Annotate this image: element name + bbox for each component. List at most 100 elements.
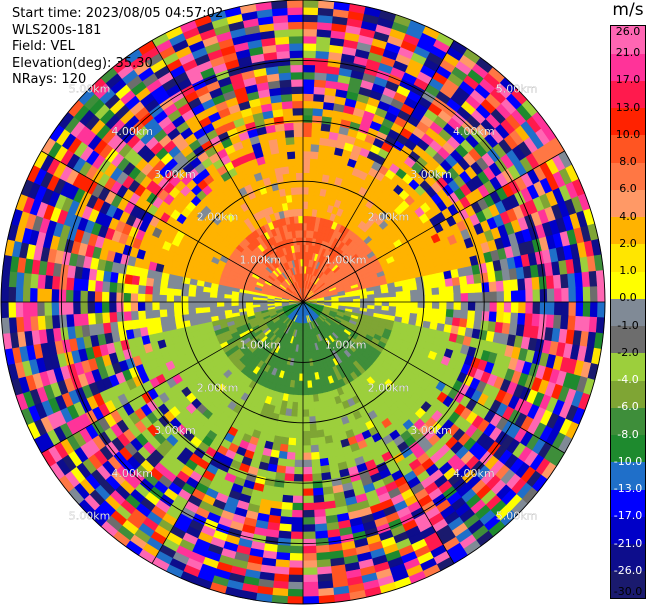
- velocity-gate: [502, 279, 512, 292]
- velocity-gate: [279, 79, 293, 88]
- velocity-gate: [597, 301, 606, 319]
- velocity-gate: [474, 310, 483, 322]
- velocity-gate: [216, 305, 225, 312]
- velocity-gate: [308, 186, 316, 196]
- velocity-gate: [302, 136, 313, 145]
- velocity-gate: [503, 290, 512, 303]
- velocity-gate: [302, 380, 308, 389]
- velocity-gate: [152, 278, 162, 288]
- velocity-gate: [302, 581, 319, 590]
- velocity-gate: [166, 287, 175, 296]
- velocity-gate: [302, 215, 308, 224]
- velocity-gate: [65, 289, 74, 303]
- velocity-gate: [553, 301, 563, 316]
- velocity-gate: [43, 288, 53, 303]
- velocity-gate: [531, 313, 541, 328]
- velocity-gate: [280, 501, 293, 511]
- velocity-gate: [286, 451, 296, 461]
- velocity-gate: [560, 315, 570, 331]
- velocity-gate: [291, 509, 304, 519]
- velocity-gate: [311, 473, 323, 482]
- velocity-gate: [130, 283, 139, 294]
- velocity-gate: [274, 559, 290, 569]
- velocity-gate: [308, 408, 316, 418]
- velocity-gate: [313, 501, 326, 511]
- velocity-gate: [22, 301, 31, 318]
- velocity-gate: [525, 301, 534, 315]
- velocity-gate: [302, 150, 312, 159]
- velocity-gate: [510, 312, 519, 325]
- velocity-gate: [22, 315, 32, 332]
- velocity-gate: [294, 222, 300, 231]
- velocity-gate: [495, 280, 505, 293]
- velocity-gate: [431, 308, 440, 317]
- velocity-gate: [137, 301, 146, 312]
- velocity-gate: [290, 408, 298, 418]
- velocity-gate: [532, 289, 541, 303]
- velocity-gate: [545, 275, 555, 290]
- velocity-gate: [496, 291, 505, 303]
- velocity-gate: [510, 301, 520, 314]
- velocity-gate: [289, 545, 304, 555]
- velocity-gate: [87, 312, 96, 325]
- velocity-gate: [302, 495, 314, 504]
- velocity-gate: [395, 301, 405, 308]
- velocity-gate: [451, 276, 461, 287]
- velocity-gate: [302, 222, 308, 231]
- velocity-gate: [316, 436, 326, 446]
- velocity-gate: [209, 296, 218, 303]
- velocity-gate: [51, 314, 61, 329]
- velocity-gate: [388, 301, 397, 308]
- velocity-gate: [316, 429, 325, 439]
- velocity-gate: [460, 301, 469, 312]
- velocity-gate: [166, 301, 175, 310]
- velocity-gate: [201, 296, 211, 303]
- velocity-gate: [166, 308, 175, 317]
- velocity-gate: [297, 387, 304, 396]
- velocity-gate: [7, 301, 17, 318]
- velocity-gate: [290, 524, 304, 533]
- velocity-gate: [302, 373, 308, 382]
- velocity-gate: [278, 71, 292, 81]
- velocity-gate: [381, 292, 390, 299]
- velocity-gate: [43, 301, 53, 316]
- velocity-gate: [546, 288, 556, 303]
- velocity-gate: [277, 450, 288, 460]
- velocity-gate: [297, 394, 304, 404]
- velocity-gate: [313, 93, 326, 103]
- velocity-gate: [194, 306, 204, 314]
- velocity-gate: [282, 107, 294, 117]
- velocity-gate: [495, 311, 505, 324]
- velocity-gate: [159, 308, 168, 318]
- velocity-gate: [22, 286, 31, 303]
- velocity-gate: [316, 559, 332, 569]
- velocity-gate: [381, 301, 390, 307]
- velocity-gate: [279, 151, 289, 161]
- velocity-gate: [245, 301, 253, 306]
- velocity-gate: [58, 288, 67, 303]
- velocity-gate: [302, 85, 315, 95]
- velocity-gate: [151, 285, 161, 295]
- velocity-gate: [145, 317, 155, 328]
- velocity-gate: [316, 35, 332, 45]
- velocity-gate: [310, 143, 320, 153]
- velocity-gate: [302, 509, 315, 519]
- velocity-gate: [130, 310, 139, 321]
- velocity-gate: [290, 186, 298, 196]
- velocity-gate: [302, 488, 314, 497]
- velocity-gate: [36, 273, 46, 289]
- velocity-gate: [388, 296, 397, 303]
- velocity-gate: [291, 502, 304, 511]
- velocity-gate: [87, 279, 96, 292]
- velocity-gate: [72, 277, 82, 291]
- velocity-gate: [311, 129, 322, 138]
- velocity-gate: [302, 409, 310, 418]
- velocity-gate: [409, 289, 419, 297]
- velocity-gate: [80, 278, 89, 292]
- velocity-gate: [209, 301, 218, 308]
- velocity-gate: [439, 301, 448, 310]
- velocity-gate: [431, 301, 440, 310]
- velocity-gate: [94, 279, 104, 292]
- velocity-gate: [36, 287, 45, 303]
- velocity-gate: [315, 422, 324, 432]
